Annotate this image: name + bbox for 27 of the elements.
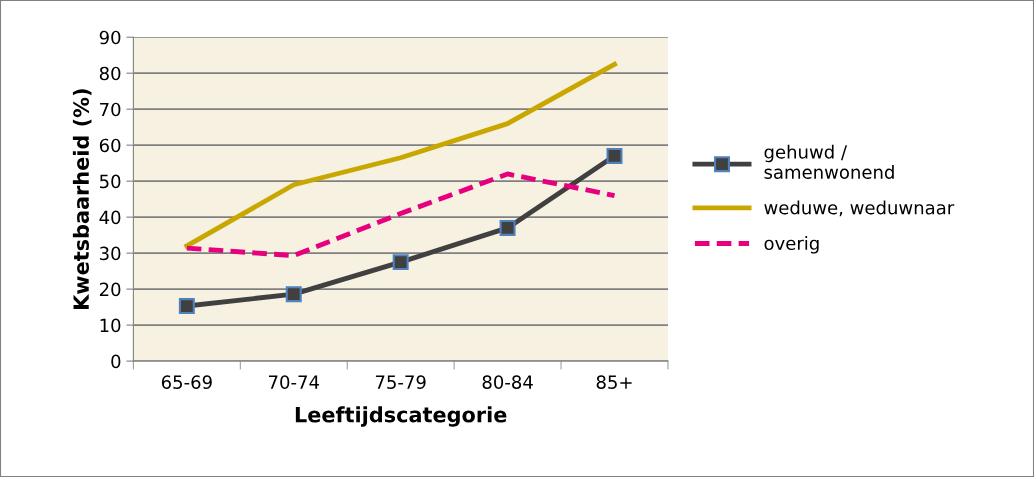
point bbox=[606, 147, 623, 164]
x-tick-label: 75-79 bbox=[375, 375, 426, 389]
legend-label: weduwe, weduwnaar bbox=[764, 200, 955, 217]
y-tick-label: 30 bbox=[99, 246, 121, 261]
y-axis-title: Kwetsbaarheid (%) bbox=[72, 89, 92, 309]
point bbox=[392, 254, 409, 271]
x-tick-label: 70-74 bbox=[269, 375, 319, 389]
x-tick-label: 85+ bbox=[596, 375, 632, 389]
y-tick-label: 80 bbox=[99, 66, 121, 81]
y-tick-label: 90 bbox=[99, 30, 121, 45]
y-tick-label: 60 bbox=[99, 138, 121, 153]
y-tick-label: 70 bbox=[100, 102, 121, 117]
legend-label: gehuwd / samenwonend bbox=[764, 144, 894, 179]
x-axis-title: Leeftijdscategorie bbox=[295, 406, 507, 427]
point bbox=[499, 219, 516, 236]
line-series bbox=[184, 61, 617, 249]
y-tick-label: 50 bbox=[100, 174, 121, 189]
point bbox=[285, 286, 302, 303]
y-tick-label: 10 bbox=[100, 318, 121, 333]
y-tick-label: 0 bbox=[111, 354, 121, 369]
x-tick-label: 65-69 bbox=[161, 375, 212, 389]
x-tick-label: 80-84 bbox=[482, 375, 533, 389]
line-series bbox=[184, 171, 617, 259]
y-tick-label: 40 bbox=[99, 210, 121, 225]
legend-label: overig bbox=[764, 236, 819, 254]
point bbox=[178, 298, 195, 315]
y-tick-label: 20 bbox=[99, 282, 121, 297]
